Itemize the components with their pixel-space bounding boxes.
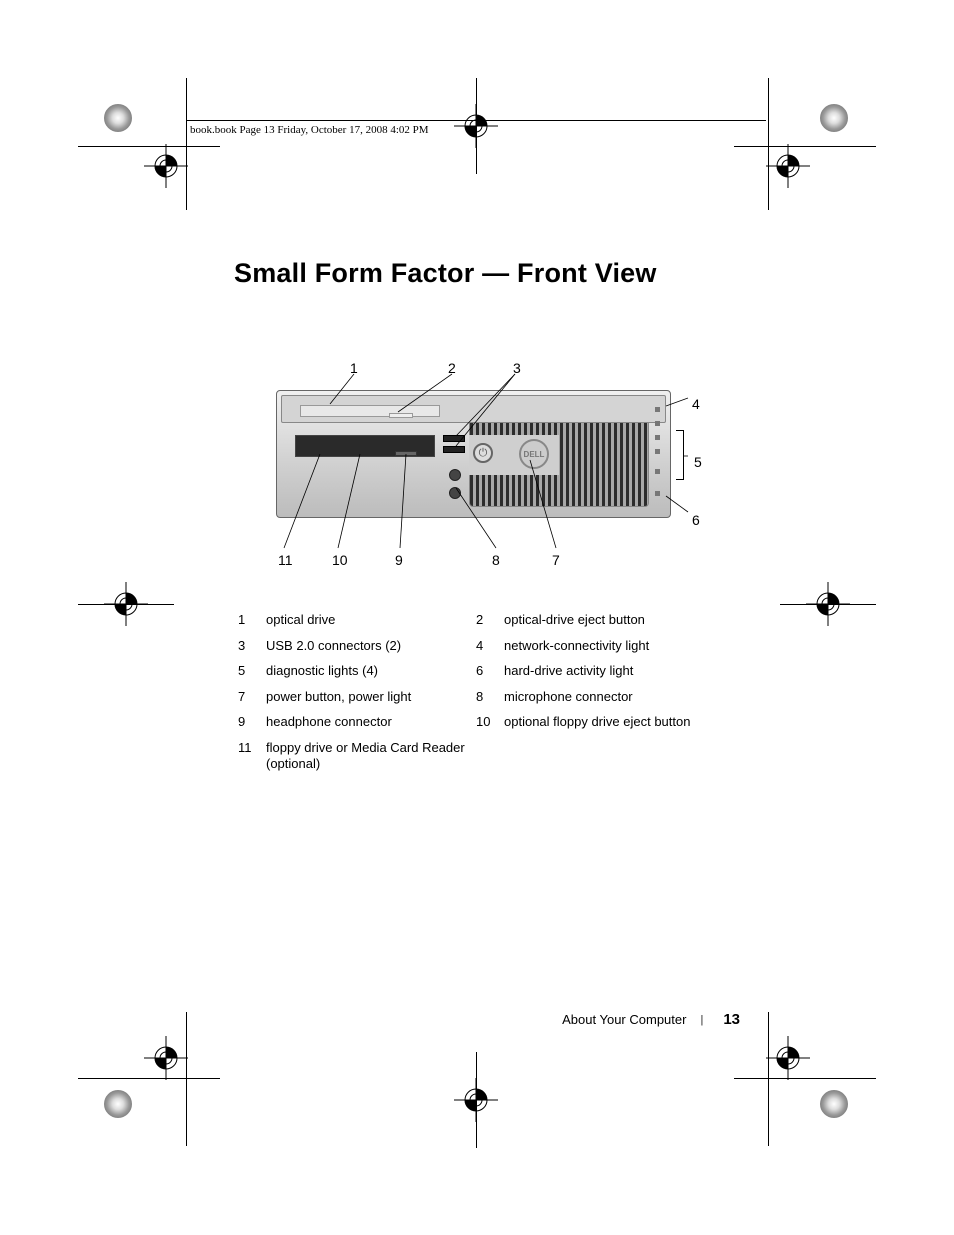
crop-line [734, 146, 876, 147]
led-1 [655, 407, 660, 412]
legend-desc: headphone connector [266, 714, 476, 730]
bracket-diagnostic [676, 430, 684, 480]
legend-row: 1optical drive2optical-drive eject butto… [238, 612, 738, 628]
legend-desc: network-connectivity light [504, 638, 714, 654]
computer-front-illustration: ⏻ DELL [276, 390, 671, 518]
crop-line [78, 1078, 220, 1079]
legend-num [476, 740, 504, 771]
legend-desc [504, 740, 714, 771]
callout-number-10: 10 [332, 552, 348, 568]
crop-line [186, 78, 187, 210]
crop-line [476, 78, 477, 174]
microphone-jack [449, 487, 461, 499]
legend-table: 1optical drive2optical-drive eject butto… [238, 612, 738, 781]
led-5 [655, 469, 660, 474]
legend-desc: diagnostic lights (4) [266, 663, 476, 679]
legend-row: 9headphone connector10optional floppy dr… [238, 714, 738, 730]
led-2 [655, 421, 660, 426]
corner-sphere-icon [820, 1090, 848, 1118]
crop-line [476, 1052, 477, 1148]
callout-number-9: 9 [395, 552, 403, 568]
legend-num: 9 [238, 714, 266, 730]
callout-number-8: 8 [492, 552, 500, 568]
legend-desc: optical drive [266, 612, 476, 628]
legend-row: 11floppy drive or Media Card Reader (opt… [238, 740, 738, 771]
led-3 [655, 435, 660, 440]
corner-sphere-icon [104, 104, 132, 132]
page-footer: About Your Computer | 13 [400, 1011, 740, 1028]
legend-num: 5 [238, 663, 266, 679]
callout-number-11: 11 [278, 552, 293, 568]
legend-desc: floppy drive or Media Card Reader (optio… [266, 740, 476, 771]
legend-desc: hard-drive activity light [504, 663, 714, 679]
legend-desc: power button, power light [266, 689, 476, 705]
headphone-jack [449, 469, 461, 481]
legend-num: 8 [476, 689, 504, 705]
dell-logo: DELL [519, 439, 549, 469]
section-heading: Small Form Factor — Front View [234, 258, 657, 289]
optical-eject-button [389, 413, 413, 418]
floppy-eject-button [395, 451, 417, 456]
legend-num: 11 [238, 740, 266, 771]
legend-num: 6 [476, 663, 504, 679]
legend-num: 7 [238, 689, 266, 705]
callout-number-5: 5 [694, 454, 702, 470]
callout-number-2: 2 [448, 360, 456, 376]
header-running-text: book.book Page 13 Friday, October 17, 20… [190, 124, 429, 136]
crop-line [78, 604, 174, 605]
optical-drive-slot [300, 405, 440, 417]
corner-sphere-icon [104, 1090, 132, 1118]
crop-line [780, 604, 876, 605]
crop-line [734, 1078, 876, 1079]
legend-desc: USB 2.0 connectors (2) [266, 638, 476, 654]
corner-sphere-icon [820, 104, 848, 132]
power-button: ⏻ [473, 443, 493, 463]
footer-page-number: 13 [723, 1011, 740, 1028]
callout-number-6: 6 [692, 512, 700, 528]
legend-row: 5diagnostic lights (4)6hard-drive activi… [238, 663, 738, 679]
registration-mark [758, 136, 818, 196]
legend-desc: microphone connector [504, 689, 714, 705]
crop-line [78, 146, 220, 147]
legend-num: 1 [238, 612, 266, 628]
callout-number-4: 4 [692, 396, 700, 412]
legend-num: 4 [476, 638, 504, 654]
legend-desc: optional floppy drive eject button [504, 714, 714, 730]
legend-num: 2 [476, 612, 504, 628]
registration-mark [758, 1028, 818, 1088]
callout-number-7: 7 [552, 552, 560, 568]
legend-num: 3 [238, 638, 266, 654]
callout-number-3: 3 [513, 360, 521, 376]
registration-mark [136, 136, 196, 196]
led-4 [655, 449, 660, 454]
legend-row: 7power button, power light8microphone co… [238, 689, 738, 705]
registration-mark [136, 1028, 196, 1088]
callout-number-1: 1 [350, 360, 358, 376]
legend-desc: optical-drive eject button [504, 612, 714, 628]
crop-line [768, 1012, 769, 1146]
footer-separator: | [700, 1014, 703, 1026]
crop-line [768, 78, 769, 210]
crop-line [186, 1012, 187, 1146]
footer-section: About Your Computer [562, 1012, 686, 1027]
usb-port-1 [443, 435, 465, 442]
optical-bay [281, 395, 666, 423]
legend-row: 3USB 2.0 connectors (2)4network-connecti… [238, 638, 738, 654]
legend-num: 10 [476, 714, 504, 730]
usb-port-2 [443, 446, 465, 453]
led-6 [655, 491, 660, 496]
